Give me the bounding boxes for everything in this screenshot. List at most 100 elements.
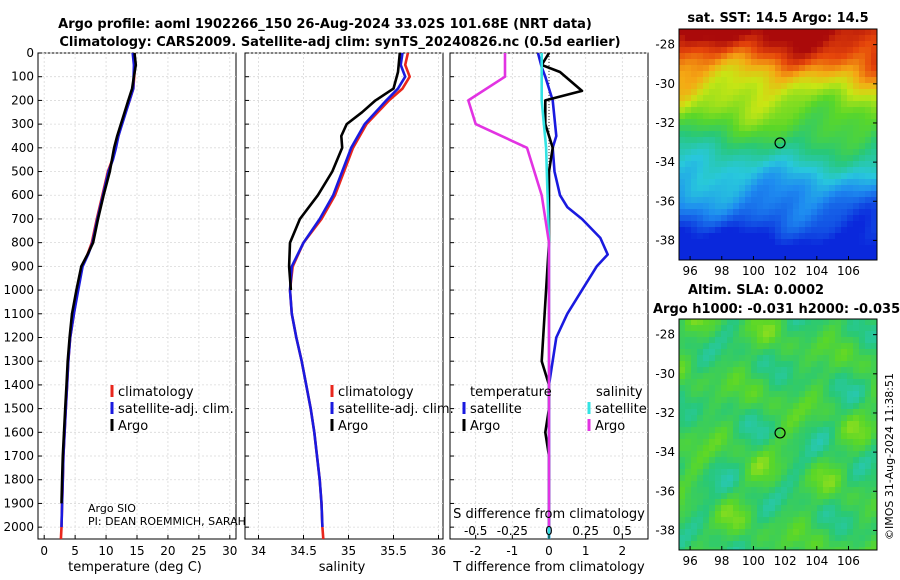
map-cell xyxy=(799,149,806,156)
map-cell xyxy=(715,463,722,470)
map-cell xyxy=(817,59,824,66)
map-cell xyxy=(847,547,854,551)
x-tick-label: 34.5 xyxy=(290,544,317,558)
map-cell xyxy=(751,77,758,84)
salinity-x-label: salinity xyxy=(319,560,366,575)
map-cell xyxy=(811,331,818,338)
map-cell xyxy=(715,65,722,72)
map-cell xyxy=(775,131,782,138)
map-cell xyxy=(829,113,836,120)
map-cell xyxy=(739,355,746,362)
map-cell xyxy=(721,511,728,518)
map-cell xyxy=(733,185,740,192)
map-cell xyxy=(817,487,824,494)
map-cell xyxy=(715,355,722,362)
map-cell xyxy=(775,403,782,410)
map-cell xyxy=(817,251,824,258)
map-cell xyxy=(769,469,776,476)
map-cell xyxy=(805,185,812,192)
map-cell xyxy=(787,257,794,261)
map-cell xyxy=(835,203,842,210)
map-cell xyxy=(715,535,722,542)
map-cell xyxy=(817,35,824,42)
map-cell xyxy=(811,59,818,66)
map-cell xyxy=(685,143,692,150)
map-cell xyxy=(769,475,776,482)
map-cell xyxy=(787,251,794,258)
map-cell xyxy=(811,541,818,548)
map-cell xyxy=(781,391,788,398)
map-cell xyxy=(811,221,818,228)
map-cell xyxy=(739,331,746,338)
map-cell xyxy=(709,167,716,174)
map-cell xyxy=(817,197,824,204)
map-cell xyxy=(799,29,806,36)
map-cell xyxy=(733,349,740,356)
map-cell xyxy=(733,391,740,398)
map-cell xyxy=(769,415,776,422)
map-cell xyxy=(799,541,806,548)
map-cell xyxy=(769,251,776,258)
x-tick-label: 0 xyxy=(545,544,553,558)
map-cell xyxy=(757,499,764,506)
map-cell xyxy=(865,179,872,186)
map-cell xyxy=(853,397,860,404)
map-cell xyxy=(829,361,836,368)
map-cell xyxy=(781,131,788,138)
map-cell xyxy=(739,535,746,542)
map-cell xyxy=(739,475,746,482)
map-cell xyxy=(865,337,872,344)
map-x-tick-label: 100 xyxy=(742,554,765,568)
map-cell xyxy=(847,245,854,252)
map-cell xyxy=(739,505,746,512)
map-cell xyxy=(793,245,800,252)
map-cell xyxy=(823,185,830,192)
map-cell xyxy=(865,439,872,446)
map-cell xyxy=(697,227,704,234)
map-cell xyxy=(757,487,764,494)
map-cell xyxy=(721,469,728,476)
map-cell xyxy=(799,397,806,404)
map-cell xyxy=(817,227,824,234)
map-cell xyxy=(799,227,806,234)
map-cell xyxy=(715,367,722,374)
map-cell xyxy=(841,59,848,66)
map-cell xyxy=(847,487,854,494)
map-cell xyxy=(805,433,812,440)
map-cell xyxy=(835,35,842,42)
map-cell xyxy=(829,427,836,434)
map-cell xyxy=(841,403,848,410)
map-cell xyxy=(727,41,734,48)
map-cell xyxy=(703,505,710,512)
map-cell xyxy=(829,505,836,512)
map-cell xyxy=(823,131,830,138)
map-cell xyxy=(715,125,722,132)
map-cell xyxy=(823,209,830,216)
map-cell xyxy=(871,113,878,120)
map-cell xyxy=(739,59,746,66)
map-cell xyxy=(823,379,830,386)
map-cell xyxy=(763,493,770,500)
map-cell xyxy=(685,95,692,102)
map-cell xyxy=(685,161,692,168)
map-cell xyxy=(721,337,728,344)
map-cell xyxy=(847,469,854,476)
map-y-tick-label: -32 xyxy=(655,116,675,130)
map-cell xyxy=(691,197,698,204)
map-cell xyxy=(763,469,770,476)
map-cell xyxy=(781,421,788,428)
map-cell xyxy=(811,47,818,54)
map-cell xyxy=(763,233,770,240)
map-cell xyxy=(793,251,800,258)
map-cell xyxy=(823,493,830,500)
map-cell xyxy=(823,433,830,440)
map-cell xyxy=(769,529,776,536)
sst-map: sat. SST: 14.5 Argo: 14.5 96 98 100 102 104 1… xyxy=(655,11,878,278)
map-cell xyxy=(751,143,758,150)
map-cell xyxy=(775,331,782,338)
map-cell xyxy=(817,451,824,458)
map-cell xyxy=(751,415,758,422)
map-cell xyxy=(829,185,836,192)
map-cell xyxy=(721,155,728,162)
map-cell xyxy=(745,215,752,222)
